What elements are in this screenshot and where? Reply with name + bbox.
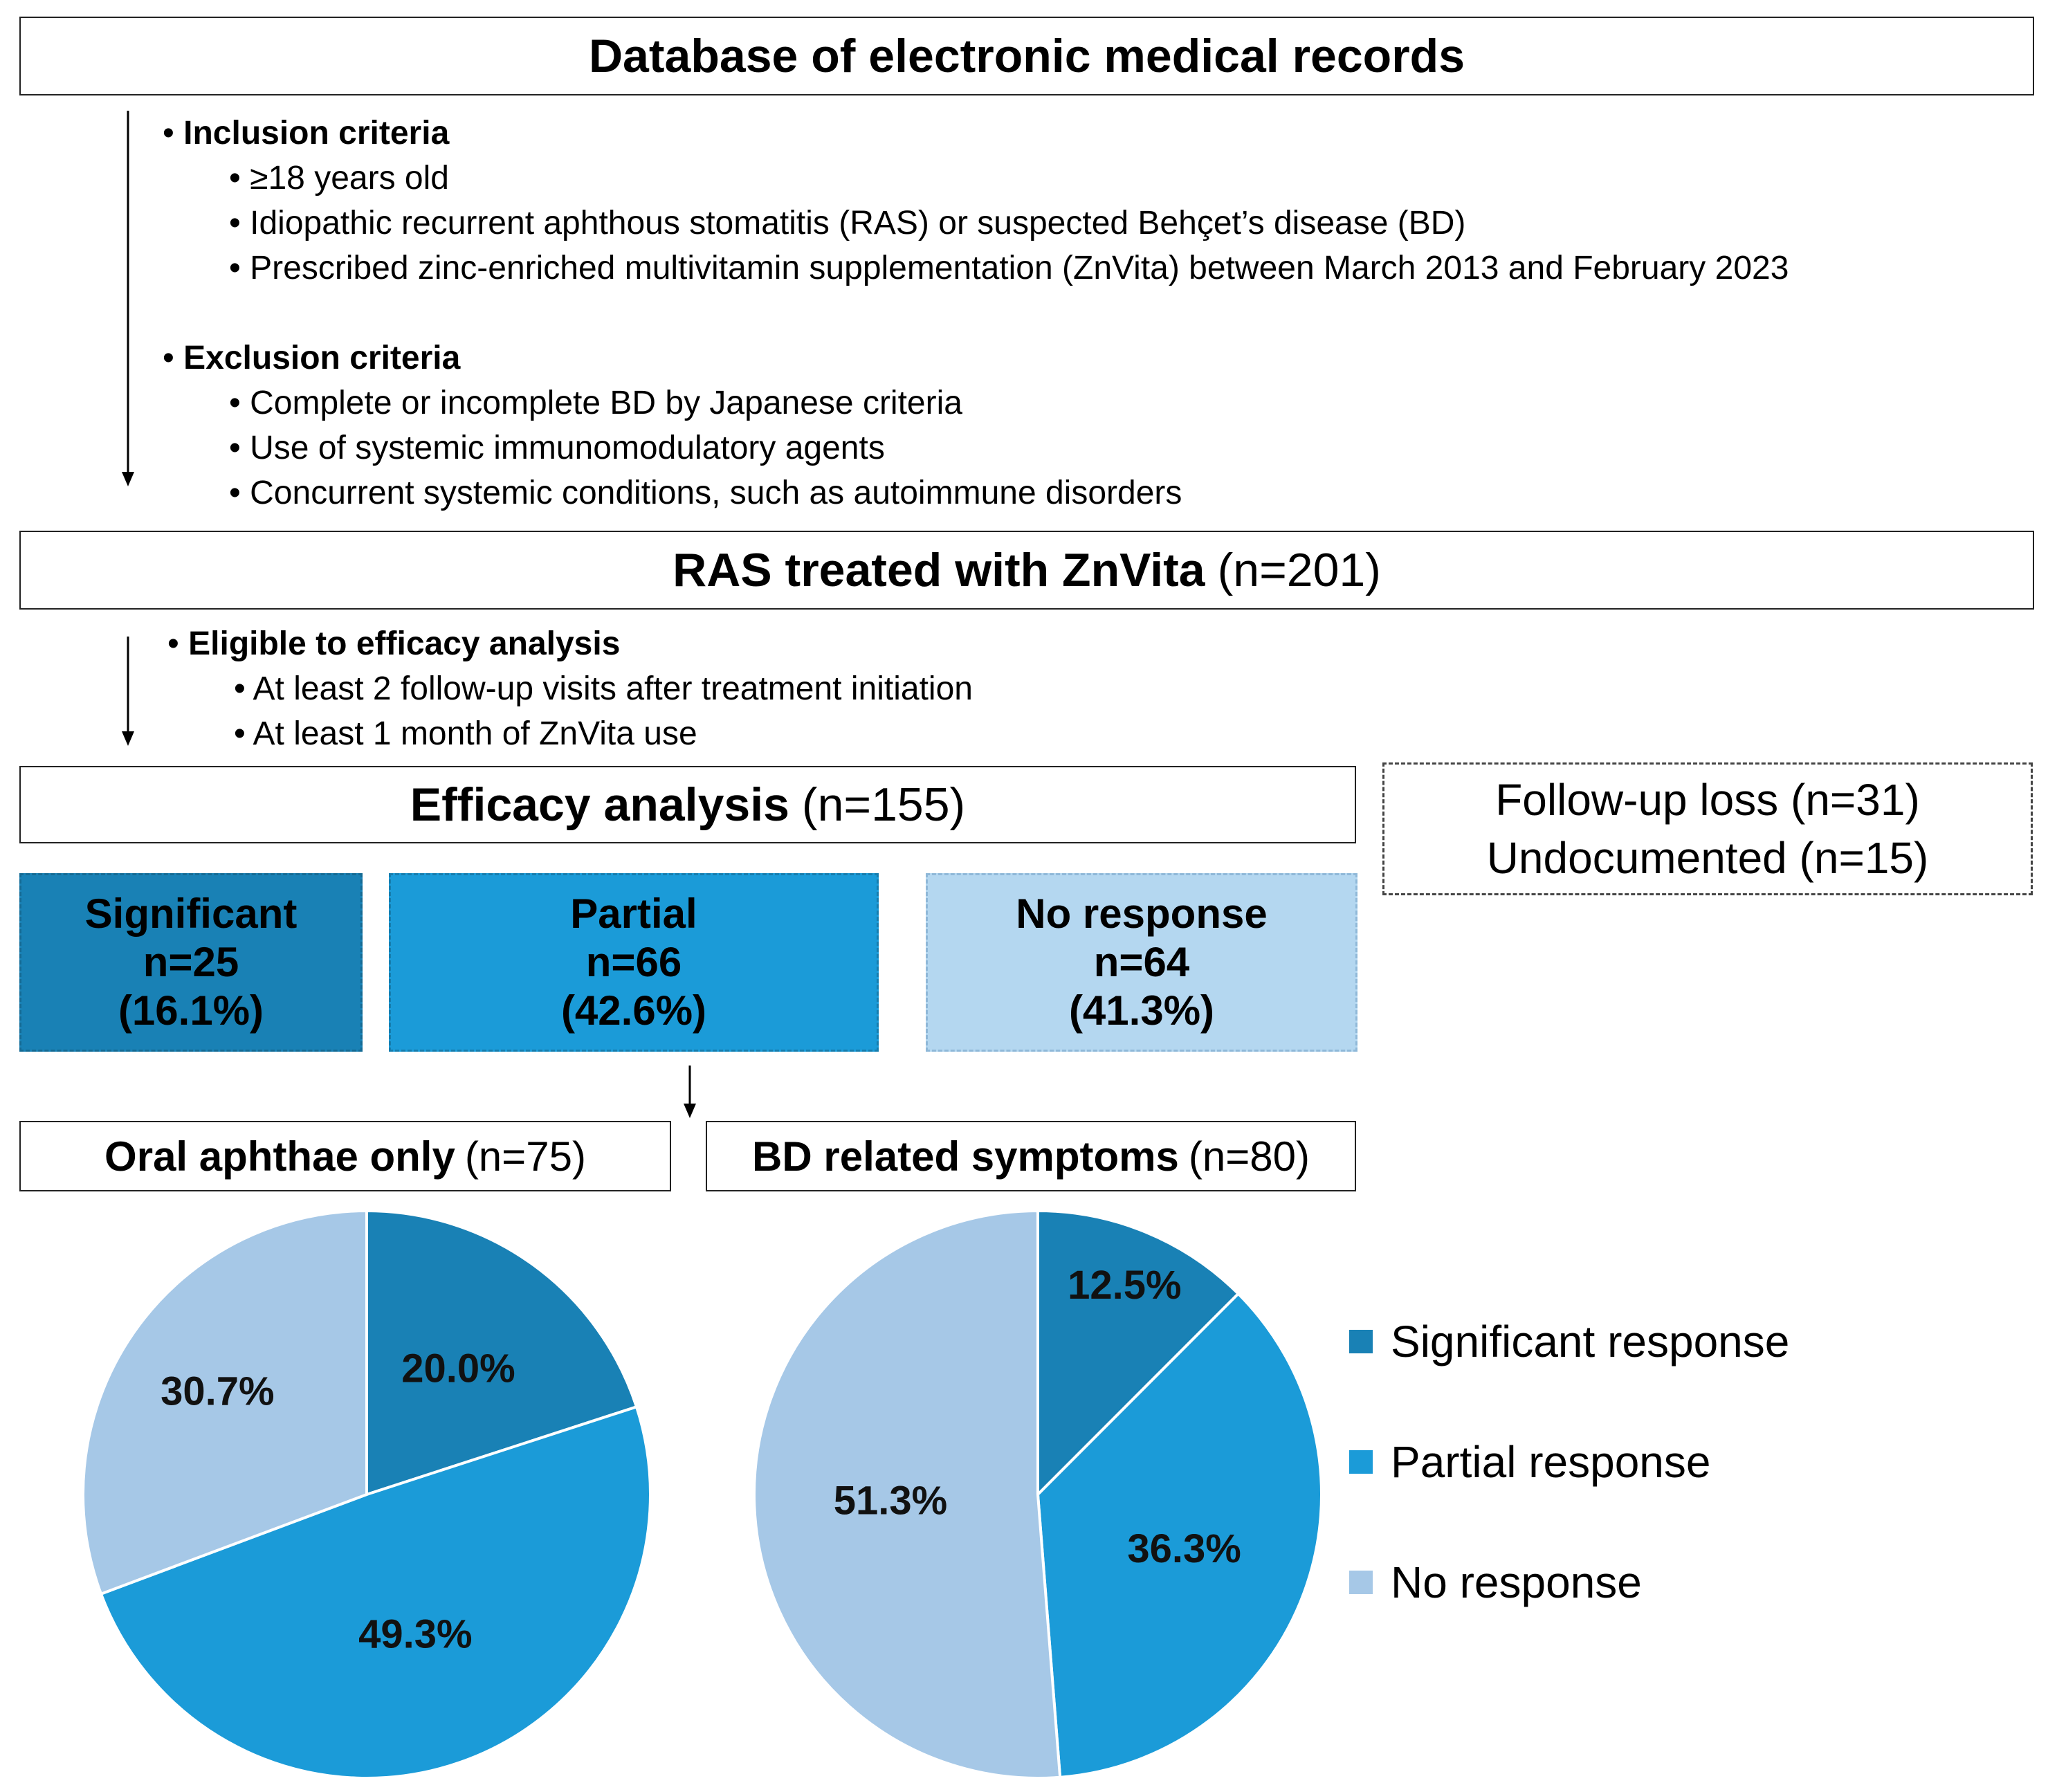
database-title: Database of electronic medical records — [588, 30, 1465, 82]
response-pct: (42.6%) — [560, 987, 707, 1034]
exclusion-item: • Complete or incomplete BD by Japanese … — [229, 385, 962, 421]
oral-title: Oral aphthae only — [104, 1133, 455, 1180]
legend-item-significant: Significant response — [1349, 1311, 1972, 1372]
response-pct: (41.3%) — [1068, 987, 1215, 1034]
response-significant-box: Significant n=25 (16.1%) — [19, 873, 363, 1052]
follow-up-loss: Follow-up loss (n=31) — [1495, 775, 1920, 825]
eligibility-criteria: • Eligible to efficacy analysis • At lea… — [167, 621, 1828, 756]
pie-slice-significant — [1036, 1209, 1241, 1498]
pie-chart-oral-aphthae: 20.0% 49.3% 30.7% — [82, 1209, 652, 1780]
flow-arrow-3 — [684, 1066, 696, 1118]
inclusion-item: • Prescribed zinc-enriched multivitamin … — [229, 250, 1789, 286]
eligibility-heading: • Eligible to efficacy analysis — [167, 625, 621, 662]
exclusion-item: • Use of systemic immunomodulatory agent… — [229, 430, 885, 466]
pie-slice-none — [82, 1209, 368, 1596]
efficacy-count: (n=155) — [801, 778, 966, 831]
pie-slice-none — [753, 1209, 1062, 1780]
legend-item-none: No response — [1349, 1552, 1972, 1613]
pie-slice-partial — [99, 1405, 652, 1780]
oral-aphthae-box: Oral aphthae only (n=75) — [19, 1121, 671, 1191]
flow-arrow-1 — [122, 111, 134, 486]
bd-title: BD related symptoms — [752, 1133, 1179, 1180]
response-n: n=25 — [143, 939, 239, 985]
legend-item-partial: Partial response — [1349, 1432, 1972, 1492]
pie-label-significant: 20.0% — [401, 1346, 515, 1391]
undocumented: Undocumented (n=15) — [1486, 833, 1929, 883]
efficacy-box: Efficacy analysis (n=155) — [19, 766, 1356, 843]
eligibility-item: • At least 1 month of ZnVita use — [234, 715, 697, 752]
inclusion-heading: • Inclusion criteria — [163, 115, 450, 152]
eligibility-item: • At least 2 follow-up visits after trea… — [234, 670, 973, 707]
oral-count: (n=75) — [464, 1133, 586, 1180]
exclusion-heading: • Exclusion criteria — [163, 340, 461, 376]
response-label: No response — [1016, 890, 1268, 937]
response-partial-box: Partial n=66 (42.6%) — [389, 873, 879, 1052]
flow-arrow-2 — [122, 637, 134, 746]
pie-label-significant: 12.5% — [1068, 1263, 1181, 1308]
ras-count: (n=201) — [1217, 544, 1381, 596]
response-label: Significant — [84, 890, 298, 937]
excluded-box: Follow-up loss (n=31) Undocumented (n=15… — [1382, 762, 2033, 895]
pie-label-none: 30.7% — [161, 1369, 274, 1414]
legend-label: Significant response — [1391, 1317, 1790, 1366]
inclusion-criteria: • Inclusion criteria • ≥18 years old • I… — [163, 111, 2031, 291]
response-label: Partial — [570, 890, 697, 937]
exclusion-item: • Concurrent systemic conditions, such a… — [229, 475, 1182, 511]
inclusion-item: • ≥18 years old — [229, 160, 449, 196]
pie-chart-bd-symptoms: 12.5% 36.3% 51.3% — [753, 1209, 1323, 1780]
legend-label: No response — [1391, 1557, 1642, 1607]
efficacy-title: Efficacy analysis — [410, 778, 789, 831]
pie-slice-partial — [1036, 1292, 1323, 1779]
ras-title: RAS treated with ZnVita — [673, 544, 1205, 596]
exclusion-criteria: • Exclusion criteria • Complete or incom… — [163, 336, 2031, 515]
pie-label-partial: 49.3% — [358, 1611, 472, 1656]
bd-count: (n=80) — [1188, 1133, 1310, 1180]
legend-label: Partial response — [1391, 1437, 1711, 1487]
legend-swatch — [1349, 1330, 1373, 1353]
database-box: Database of electronic medical records — [19, 17, 2034, 95]
legend-swatch — [1349, 1571, 1373, 1594]
response-pct: (16.1%) — [118, 987, 264, 1034]
pie-label-none: 51.3% — [834, 1478, 947, 1523]
inclusion-item: • Idiopathic recurrent aphthous stomatit… — [229, 205, 1466, 241]
legend-swatch — [1349, 1450, 1373, 1474]
legend: Significant response Partial response No… — [1349, 1311, 1972, 1613]
response-n: n=64 — [1093, 939, 1190, 985]
pie-slice-significant — [365, 1209, 639, 1497]
bd-symptoms-box: BD related symptoms (n=80) — [706, 1121, 1356, 1191]
response-n: n=66 — [585, 939, 682, 985]
pie-label-partial: 36.3% — [1127, 1526, 1241, 1571]
ras-box: RAS treated with ZnVita (n=201) — [19, 531, 2034, 610]
response-none-box: No response n=64 (41.3%) — [926, 873, 1357, 1052]
